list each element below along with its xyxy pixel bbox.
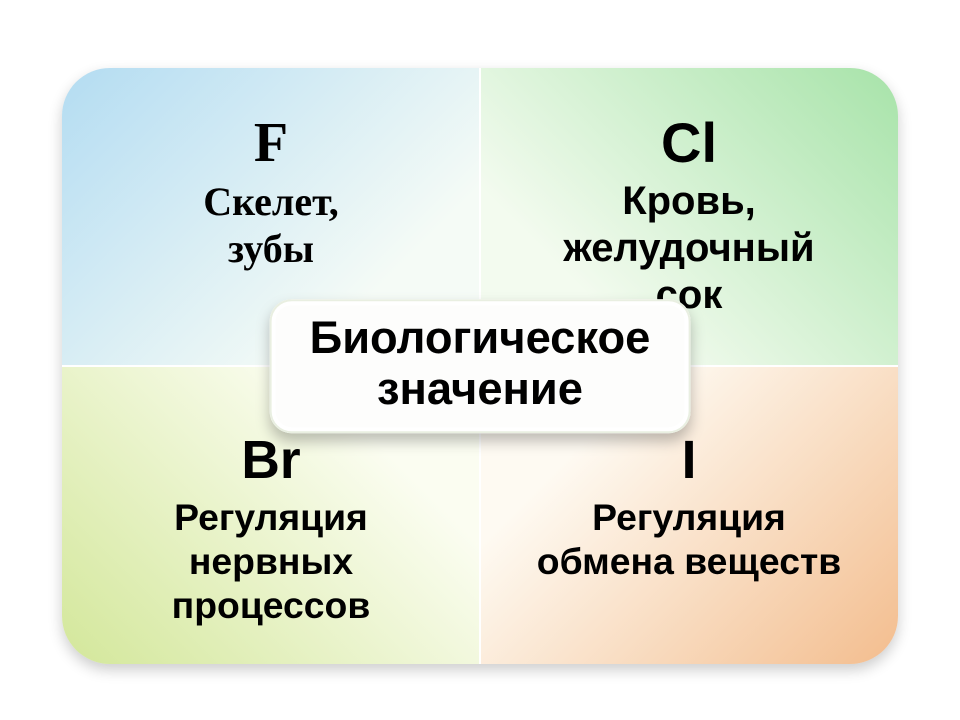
quadrant-grid: F Скелет, зубы Cl Кровь, желудочный сок … [62,68,898,664]
element-symbol: I [682,430,697,493]
stage: F Скелет, зубы Cl Кровь, желудочный сок … [0,0,960,720]
center-title: Биологическое значение [270,299,691,433]
element-symbol: Br [241,430,300,493]
element-desc: Скелет, зубы [203,178,339,272]
element-desc: Регуляция нервных процессов [172,495,371,627]
element-symbol: F [254,110,288,176]
element-desc: Регуляция обмена веществ [537,495,841,583]
element-symbol: Cl [661,110,717,176]
